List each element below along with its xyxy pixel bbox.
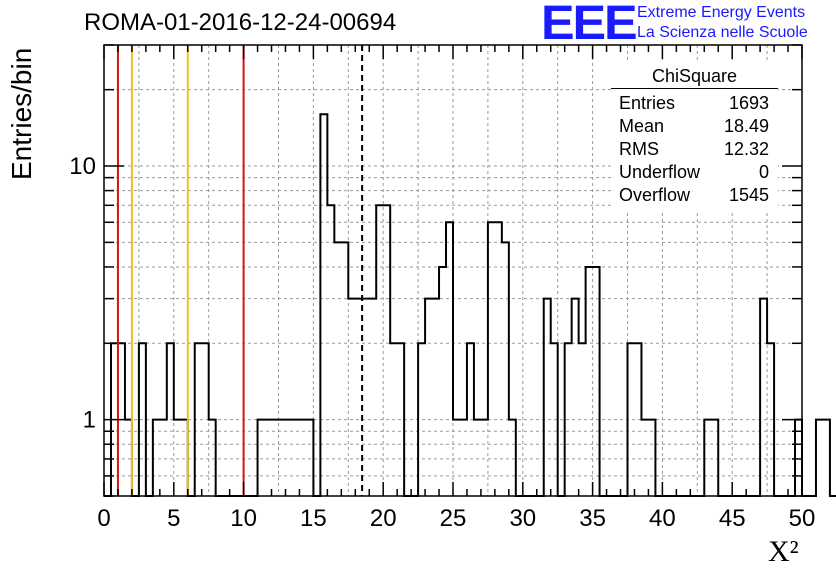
stats-row-entries: Entries 1693 <box>619 93 769 116</box>
stats-value: 0 <box>758 162 769 182</box>
stats-row-mean: Mean 18.49 <box>619 116 769 139</box>
x-tick-label: 15 <box>300 505 327 532</box>
stats-row-underflow: Underflow 0 <box>619 162 769 185</box>
stats-value: 1693 <box>728 93 769 113</box>
x-tick-label: 10 <box>230 505 257 532</box>
x-tick-label: 5 <box>167 505 180 532</box>
y-axis-label: Entries/bin <box>6 47 37 180</box>
y-tick-label: 10 <box>69 153 96 180</box>
x-tick-label: 50 <box>789 505 816 532</box>
x-tick-label: 40 <box>649 505 676 532</box>
stats-key: Entries <box>619 93 676 113</box>
stats-row-overflow: Overflow 1545 <box>619 185 769 208</box>
chart-title: ROMA-01-2016-12-24-00694 <box>84 9 397 36</box>
x-tick-label: 30 <box>509 505 536 532</box>
x-tick-label: 25 <box>440 505 467 532</box>
logo-line-1: Extreme Energy Events <box>637 4 806 21</box>
stats-value: 12.32 <box>723 139 769 159</box>
x-tick-label: 35 <box>579 505 606 532</box>
stats-box: ChiSquare Entries 1693 Mean 18.49 RMS 12… <box>611 63 778 213</box>
stats-key: RMS <box>619 139 659 159</box>
stats-row-rms: RMS 12.32 <box>619 139 769 162</box>
stats-title: ChiSquare <box>611 66 778 89</box>
stats-key: Overflow <box>619 185 691 205</box>
stats-value: 1545 <box>728 185 769 205</box>
stats-key: Mean <box>619 116 665 136</box>
x-tick-label: 45 <box>719 505 746 532</box>
logo-line-2: La Scienza nelle Scuole <box>637 24 808 41</box>
x-tick-label: 0 <box>97 505 110 532</box>
stats-key: Underflow <box>619 162 701 182</box>
x-tick-label: 20 <box>370 505 397 532</box>
eee-logo: EEE <box>541 0 638 50</box>
stats-value: 18.49 <box>723 116 769 136</box>
y-tick-label: 1 <box>83 407 96 434</box>
x-axis-label: X² <box>768 535 799 568</box>
